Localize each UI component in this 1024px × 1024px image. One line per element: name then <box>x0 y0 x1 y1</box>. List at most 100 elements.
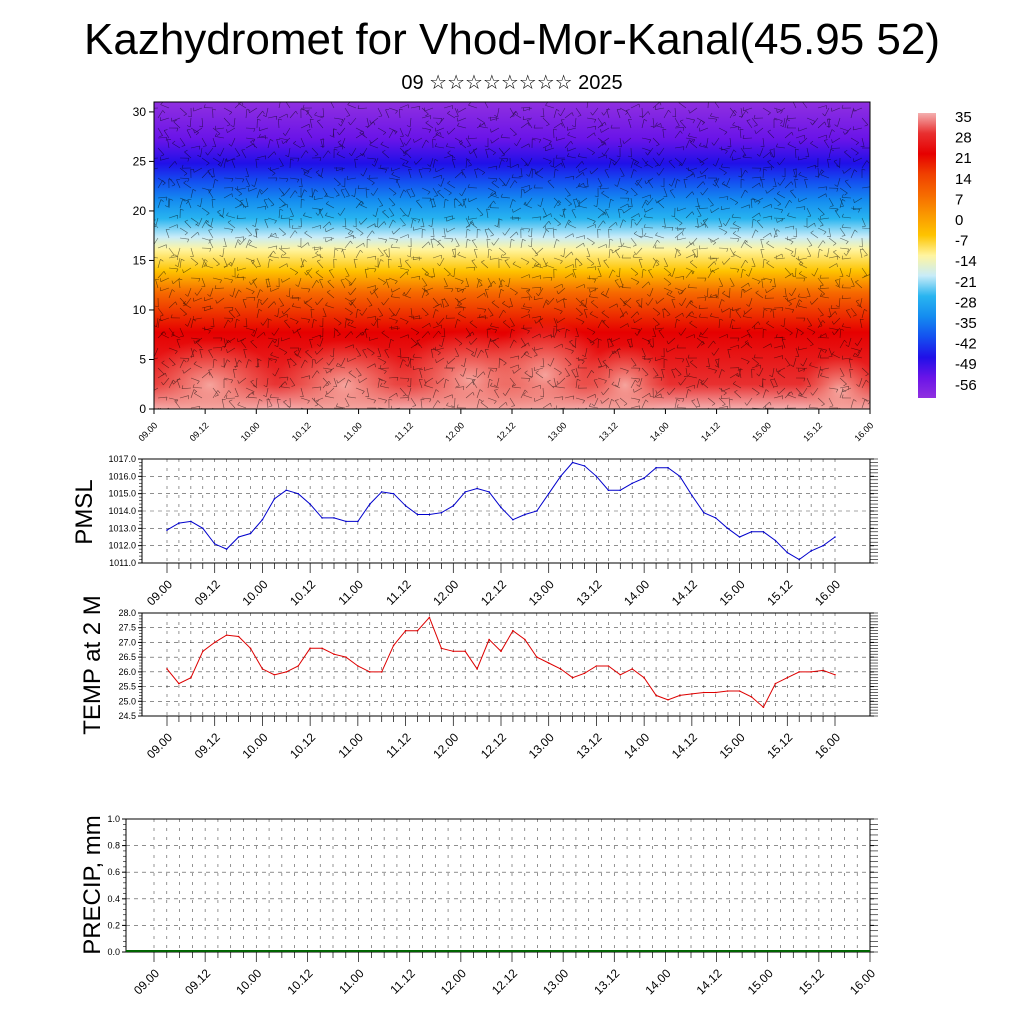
wind-barb-flag <box>550 143 552 148</box>
wind-barb <box>432 324 442 329</box>
wind-barb <box>607 339 610 349</box>
wind-barb <box>520 351 528 359</box>
wind-barb-flag <box>553 128 557 131</box>
wind-barb <box>678 102 687 109</box>
wind-barb <box>553 228 555 239</box>
wind-barb <box>157 372 166 379</box>
wind-barb-flag <box>406 189 411 191</box>
wind-barb <box>707 357 710 367</box>
wind-barb <box>344 240 351 249</box>
wind-barb <box>806 222 815 229</box>
wind-barb <box>674 319 677 329</box>
wind-barb <box>828 347 833 357</box>
wind-barb <box>179 199 183 209</box>
wind-barb-flag <box>628 346 633 348</box>
wind-barb-flag <box>165 397 168 401</box>
wind-barb <box>575 327 579 337</box>
wind-barb-flag <box>528 245 532 248</box>
wind-barb <box>722 293 731 299</box>
wind-barb-flag <box>803 277 806 282</box>
wind-barb <box>633 163 643 169</box>
wind-barb-flag <box>384 221 387 225</box>
wind-barb-flag <box>371 352 375 356</box>
wind-barb <box>839 339 845 349</box>
wind-barb <box>691 400 698 409</box>
wind-barb-flag <box>689 360 694 363</box>
wind-barb <box>377 127 386 133</box>
wind-barb-flag <box>602 212 606 216</box>
wind-barb-flag <box>820 314 824 317</box>
wind-barb <box>311 207 321 210</box>
wind-barb <box>861 267 868 276</box>
wind-barb <box>214 287 225 289</box>
wind-barb <box>344 227 354 232</box>
wind-barb-flag <box>528 228 531 233</box>
data-point <box>667 466 669 469</box>
wind-barb-flag <box>780 110 783 114</box>
wind-barb <box>841 227 852 229</box>
wind-barb <box>465 331 473 339</box>
wind-barb <box>201 117 204 128</box>
wind-barb-flag <box>304 189 308 193</box>
wind-barb-flag <box>575 258 579 261</box>
wind-barb-flag <box>855 280 859 283</box>
wind-barb <box>798 197 808 203</box>
wind-barb <box>746 120 753 129</box>
wind-barb <box>743 316 753 319</box>
wind-barb <box>817 240 824 249</box>
wind-barb <box>571 370 577 379</box>
wind-barb <box>432 187 439 196</box>
wind-barb-flag <box>790 189 794 192</box>
wind-barb-flag <box>416 332 419 336</box>
wind-barb <box>542 387 544 398</box>
wind-barb <box>828 227 831 237</box>
wind-barb-flag <box>557 329 561 333</box>
wind-barb <box>212 387 219 396</box>
x-tick-label: 11.00 <box>336 966 367 997</box>
wind-barb <box>794 247 797 257</box>
wind-barb <box>663 307 671 315</box>
wind-barb-flag <box>621 284 624 288</box>
wind-barb <box>824 107 830 117</box>
wind-barb <box>487 117 498 119</box>
wind-barb <box>542 107 545 117</box>
wind-barb <box>498 309 504 319</box>
data-point <box>655 694 657 697</box>
wind-barb <box>277 307 280 317</box>
wind-barb-flag <box>566 153 570 157</box>
wind-barb <box>600 187 610 190</box>
wind-barb-flag <box>604 380 607 384</box>
wind-barb-flag <box>218 164 222 167</box>
wind-barb <box>596 197 599 207</box>
wind-barb <box>553 343 563 349</box>
wind-barb <box>465 221 473 229</box>
wind-barb-flag <box>284 319 288 322</box>
wind-barb-flag <box>819 248 823 251</box>
wind-barb <box>732 223 742 229</box>
wind-barb-flag <box>524 409 525 412</box>
wind-barb <box>168 214 178 219</box>
wind-barb <box>817 186 827 189</box>
wind-barb <box>542 137 552 142</box>
wind-barb <box>154 237 159 245</box>
wind-barb-flag <box>829 205 834 207</box>
wind-barb <box>373 289 379 299</box>
wind-barb-flag <box>620 175 625 177</box>
wind-barb <box>399 207 406 216</box>
wind-barb-flag <box>692 139 696 143</box>
wind-barb <box>531 168 533 179</box>
wind-barb <box>644 216 654 219</box>
data-point <box>810 550 812 552</box>
wind-barb <box>762 343 772 349</box>
wind-barb <box>409 117 412 128</box>
wind-barb <box>391 167 401 172</box>
wind-barb-flag <box>357 355 361 357</box>
wind-barb <box>723 257 731 265</box>
wind-barb <box>354 159 357 169</box>
wind-barb <box>597 177 603 187</box>
wind-barb <box>710 115 720 119</box>
wind-barb <box>696 119 702 129</box>
wind-barb-flag <box>695 226 699 228</box>
wind-barb-flag <box>847 248 850 253</box>
wind-barb-flag <box>486 238 491 241</box>
